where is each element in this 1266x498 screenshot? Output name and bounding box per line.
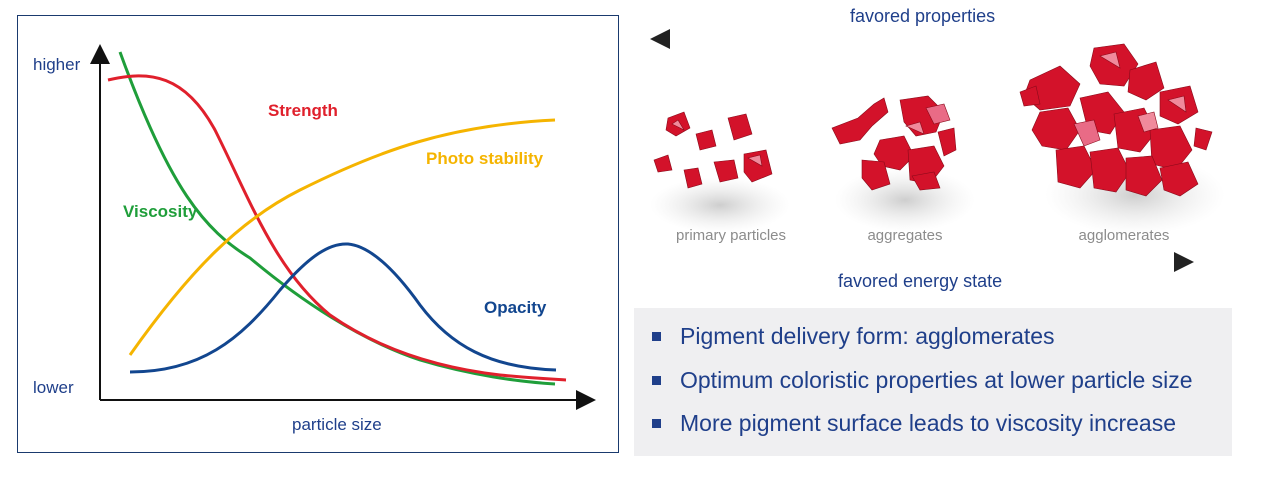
x-axis-label: particle size [292,415,382,434]
bullet-item: Pigment delivery form: agglomerates [652,323,1055,350]
favored-energy-state-label: favored energy state [838,271,1003,291]
agglomerates-image [1019,43,1213,197]
agglomerates-caption: agglomerates [1078,227,1170,244]
strength-curve [107,74,567,382]
strength-label: Strength [268,101,338,120]
primary-particles-shadow [650,177,790,233]
bullet-square-icon [652,419,661,428]
bullet-text: Optimum coloristic properties at lower p… [680,367,1193,393]
y-axis-low-label: lower [33,378,74,397]
aggregates-image [831,95,957,191]
primary-particles-image [653,111,773,189]
viscosity-label: Viscosity [123,202,198,221]
bullet-text: More pigment surface leads to viscosity … [680,410,1176,436]
photo-stability-label: Photo stability [426,149,544,168]
photo-stability-curve [128,118,556,356]
primary-particles-caption: primary particles [675,227,787,244]
bullet-item: More pigment surface leads to viscosity … [652,410,1176,437]
bullet-item: Optimum coloristic properties at lower p… [652,367,1193,394]
opacity-label: Opacity [484,298,547,317]
aggregates-caption: aggregates [867,227,943,244]
bullet-square-icon [652,376,661,385]
aggregates-shadow [835,168,975,232]
y-axis-high-label: higher [33,55,81,74]
summary-box: Pigment delivery form: agglomerates Opti… [634,308,1232,456]
favored-properties-label: favored properties [850,6,996,26]
opacity-curve [129,242,557,374]
bullet-square-icon [652,332,661,341]
viscosity-curve [118,51,556,386]
bullet-text: Pigment delivery form: agglomerates [680,323,1055,349]
